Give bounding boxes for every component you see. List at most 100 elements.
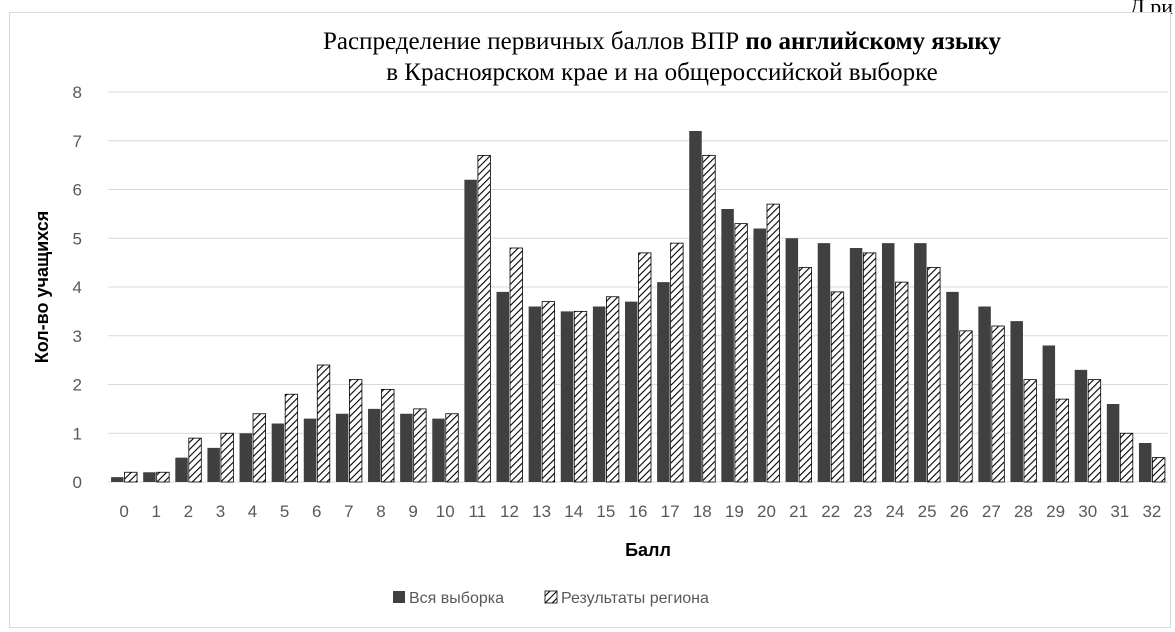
y-tick-label: 7 <box>73 132 82 151</box>
bar-region-14 <box>573 310 588 483</box>
bar-all-sample-22 <box>817 243 831 482</box>
bar-chart: Распределение первичных баллов ВПР по ан… <box>32 28 1168 607</box>
bar-region-15 <box>605 296 620 483</box>
x-tick-label: 27 <box>982 502 1001 521</box>
x-tick-label: 5 <box>280 502 289 521</box>
bar-all-sample-27 <box>978 306 991 482</box>
gridlines <box>108 91 1168 483</box>
x-tick-label: 12 <box>500 502 519 521</box>
bar-region-7 <box>349 379 363 483</box>
x-tick-label: 7 <box>344 502 353 521</box>
bar-all-sample-30 <box>1074 369 1088 482</box>
x-tick-label: 17 <box>661 502 680 521</box>
bar-region-5 <box>284 393 299 483</box>
bar-all-sample-18 <box>689 131 702 482</box>
x-tick-label: 23 <box>853 502 872 521</box>
bar-region-3 <box>220 432 234 483</box>
x-tick-label: 28 <box>1014 502 1033 521</box>
x-tick-label: 26 <box>950 502 969 521</box>
x-tick-label: 18 <box>693 502 712 521</box>
x-tick-label: 16 <box>629 502 648 521</box>
y-tick-label: 4 <box>73 278 82 297</box>
x-tick-label: 13 <box>532 502 551 521</box>
bar-all-sample-10 <box>432 418 445 482</box>
x-tick-label: 10 <box>436 502 455 521</box>
legend-label-region: Результаты региона <box>561 590 709 607</box>
bar-all-sample-1 <box>143 472 156 482</box>
y-tick-label: 3 <box>73 327 82 346</box>
chart-area: Распределение первичных баллов ВПР по ан… <box>9 12 1171 628</box>
x-tick-label: 32 <box>1142 502 1161 521</box>
bars <box>111 131 1166 483</box>
bar-all-sample-12 <box>496 291 510 482</box>
bar-region-23 <box>862 252 877 483</box>
x-tick-label: 14 <box>564 502 583 521</box>
legend-label-all-sample: Вся выборка <box>409 590 504 607</box>
bar-all-sample-28 <box>1010 321 1023 482</box>
x-tick-label: 21 <box>789 502 808 521</box>
bar-region-8 <box>381 388 395 483</box>
chart-title-line2: в Красноярском крае и на общероссийской … <box>386 59 938 86</box>
chart-title-line1: Распределение первичных баллов ВПР по ан… <box>323 28 1001 55</box>
bar-region-22 <box>830 291 845 483</box>
bar-all-sample-7 <box>335 413 349 482</box>
chart-title-line1-regular: Распределение первичных баллов ВПР <box>323 28 745 55</box>
x-tick-label: 31 <box>1110 502 1129 521</box>
bar-region-10 <box>445 413 459 483</box>
bar-region-19 <box>734 223 748 483</box>
bar-all-sample-2 <box>175 457 188 482</box>
bar-all-sample-5 <box>271 423 285 482</box>
x-tick-label: 29 <box>1046 502 1065 521</box>
bar-region-29 <box>1055 398 1069 483</box>
y-tick-label: 8 <box>73 83 82 102</box>
bar-region-4 <box>252 413 266 483</box>
bar-all-sample-16 <box>625 301 638 482</box>
x-tick-label: 15 <box>596 502 615 521</box>
bar-all-sample-20 <box>753 228 766 482</box>
bar-region-2 <box>188 437 202 483</box>
chart-title: Распределение первичных баллов ВПР по ан… <box>323 28 1001 86</box>
legend-swatch-all-sample <box>393 591 405 603</box>
x-tick-label: 9 <box>408 502 417 521</box>
bar-region-6 <box>316 364 331 483</box>
bar-all-sample-15 <box>592 306 606 482</box>
bar-all-sample-11 <box>464 179 477 482</box>
x-tick-label: 19 <box>725 502 744 521</box>
y-axis-title: Кол-во учащихся <box>32 211 52 364</box>
x-tick-label: 11 <box>469 502 487 521</box>
bar-all-sample-21 <box>785 238 799 482</box>
bar-region-32 <box>1152 457 1166 483</box>
x-tick-label: 22 <box>821 502 840 521</box>
bar-region-17 <box>670 242 684 483</box>
bar-region-24 <box>895 281 909 483</box>
bar-all-sample-31 <box>1106 404 1120 482</box>
legend-swatch-region <box>544 590 558 604</box>
bar-region-20 <box>766 203 780 483</box>
bar-region-28 <box>1023 379 1037 483</box>
x-tick-label: 1 <box>151 502 160 521</box>
bar-all-sample-24 <box>881 243 895 482</box>
bar-region-27 <box>991 325 1005 483</box>
bar-region-13 <box>541 301 556 483</box>
x-tick-label: 24 <box>886 502 905 521</box>
x-tick-label: 25 <box>918 502 937 521</box>
bar-region-9 <box>413 408 427 483</box>
bar-region-31 <box>1119 432 1134 483</box>
bar-all-sample-19 <box>721 209 734 482</box>
bar-all-sample-8 <box>368 408 381 482</box>
chart-title-line1-bold: по английскому языку <box>745 28 1001 55</box>
bar-region-30 <box>1087 379 1102 483</box>
x-tick-label: 3 <box>216 502 225 521</box>
bar-all-sample-13 <box>528 306 542 482</box>
x-axis-ticks: 0 1 2 3 4 5 6 7 8 9 10 11 12 13 14 15 16 17 18 19 20 21 22 23 24… <box>119 502 1161 521</box>
x-tick-label: 0 <box>119 502 128 521</box>
legend: Вся выборка Результаты региона <box>393 590 709 607</box>
bar-region-11 <box>477 154 491 483</box>
bar-all-sample-6 <box>303 418 317 482</box>
bar-all-sample-26 <box>946 291 959 482</box>
bar-region-21 <box>798 267 813 483</box>
bar-region-0 <box>124 471 138 483</box>
bar-all-sample-17 <box>657 282 670 482</box>
bar-all-sample-14 <box>560 311 574 482</box>
bar-region-18 <box>702 154 716 483</box>
